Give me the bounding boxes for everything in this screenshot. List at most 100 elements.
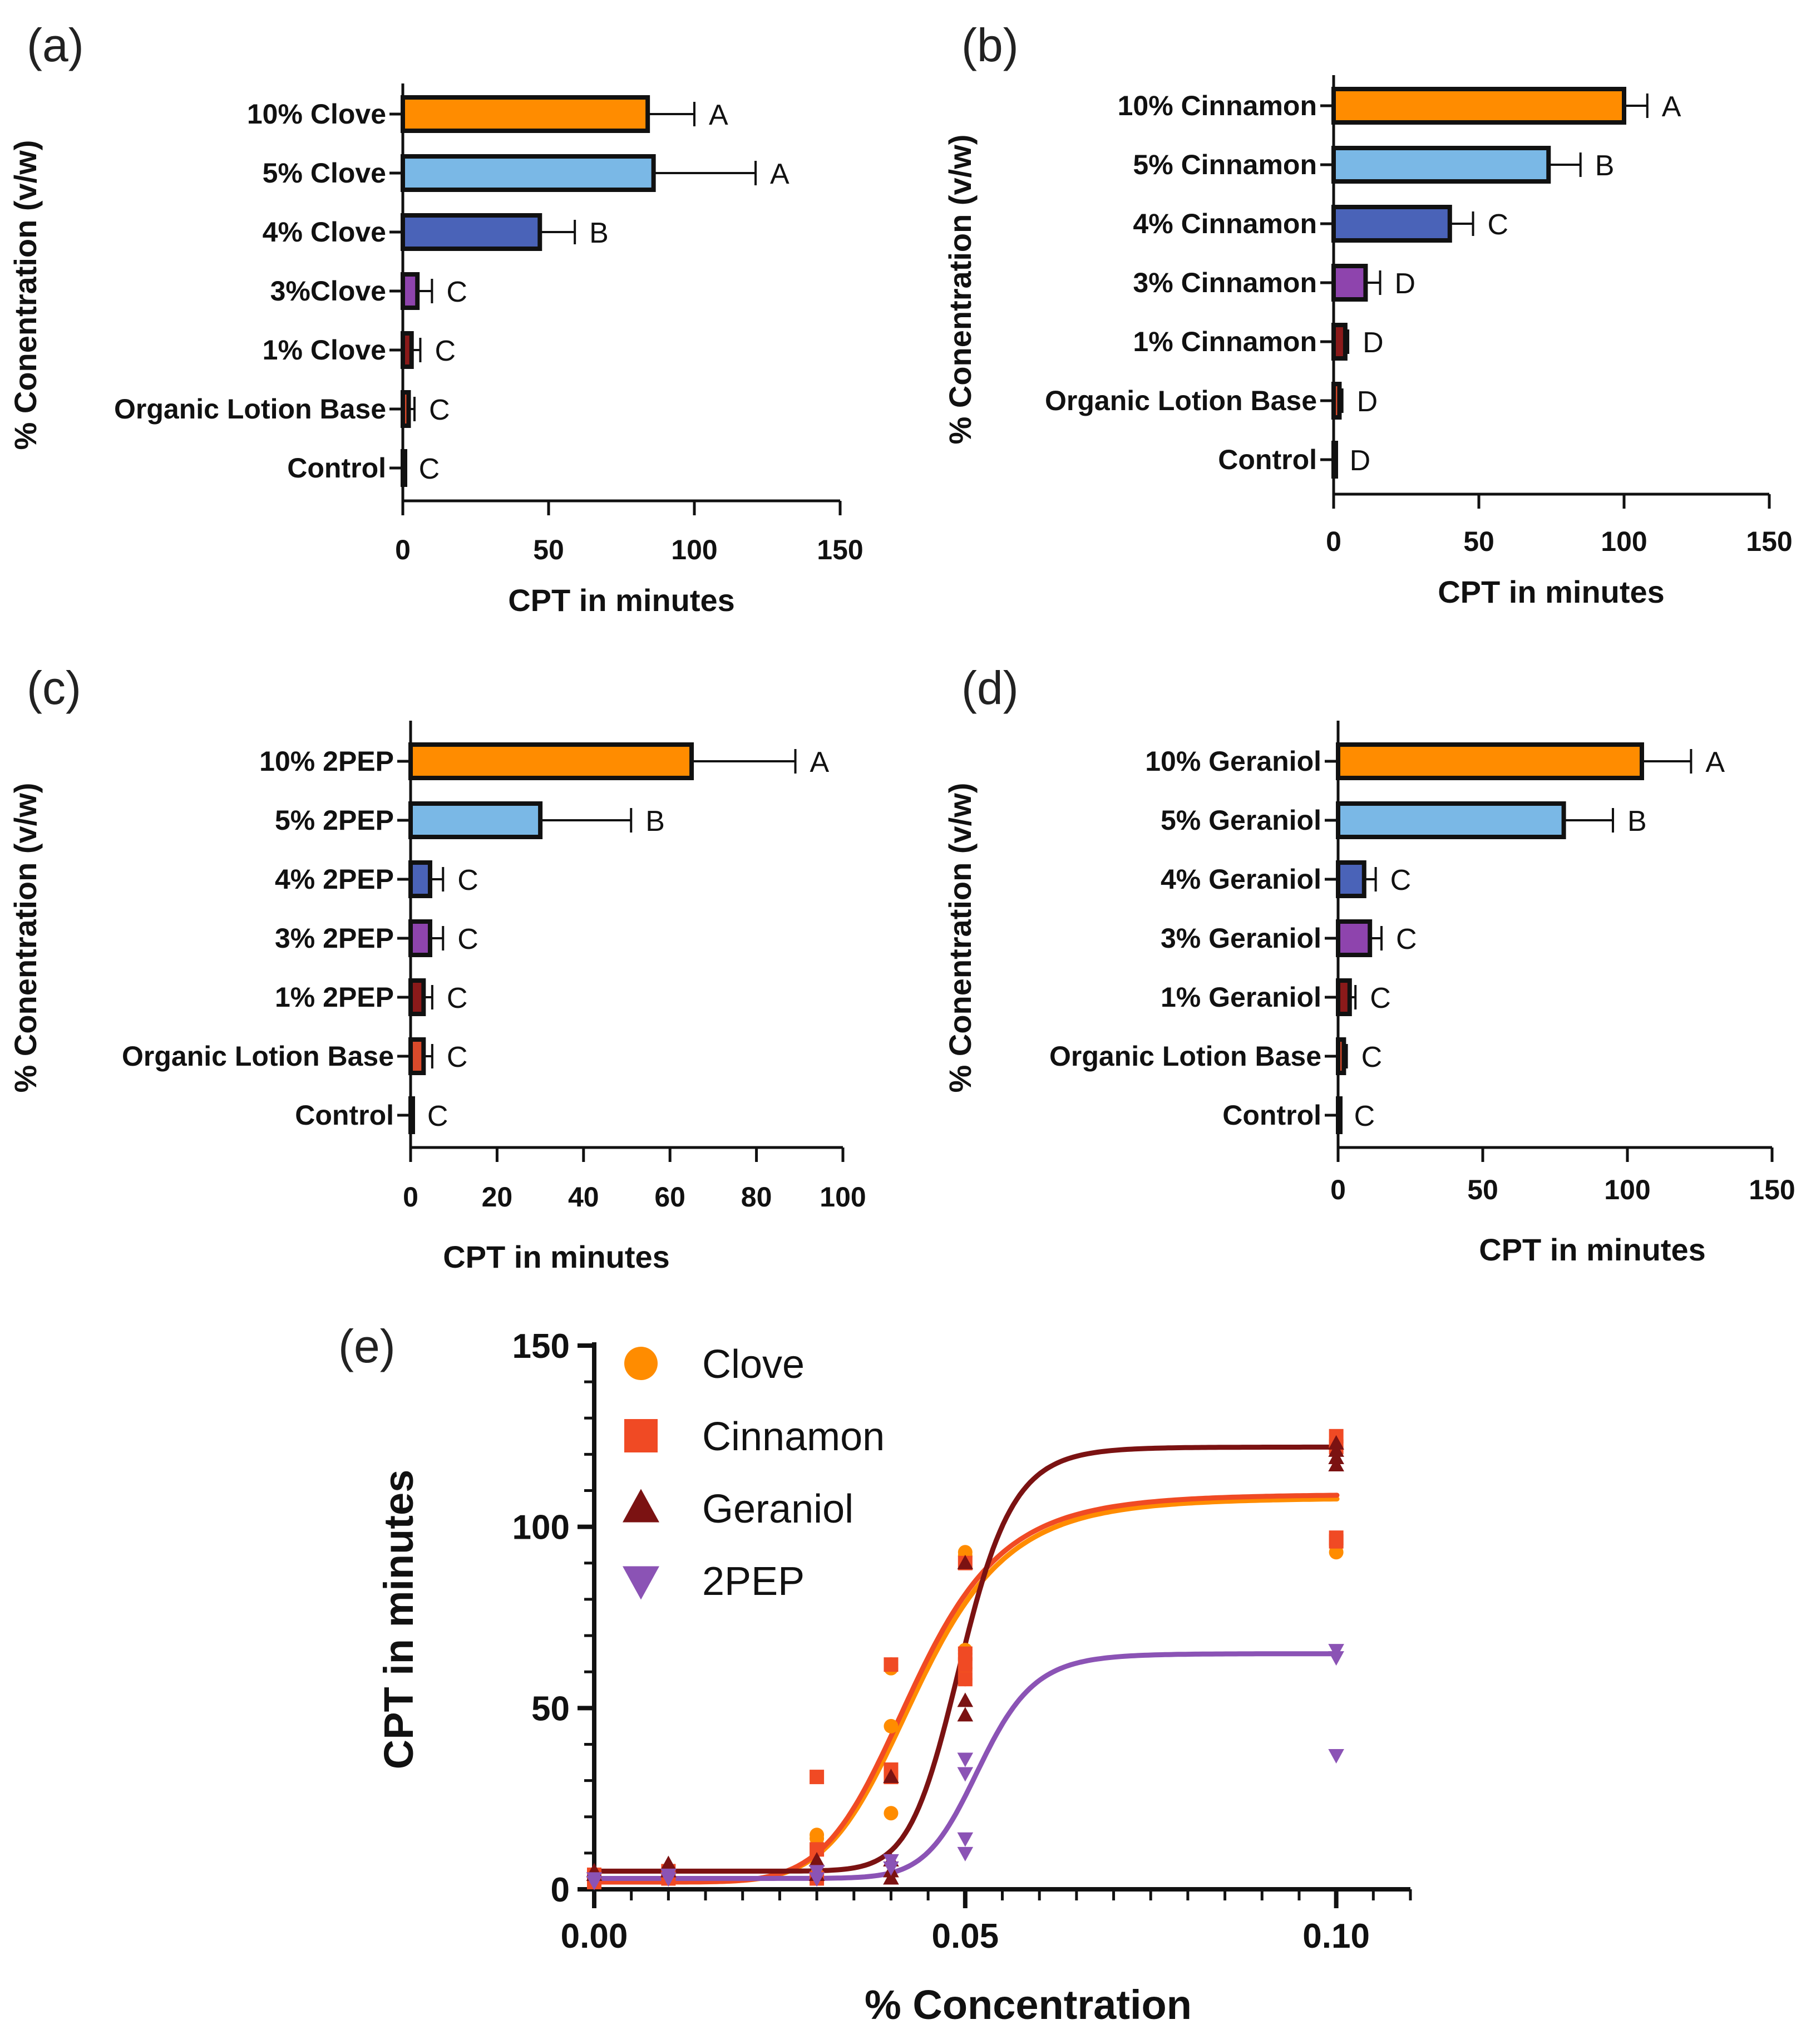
data-point-geraniol [957,1692,974,1707]
x-tick-label: 100 [1601,526,1647,557]
category-label: 1% Cinnamon [1133,326,1317,357]
x-tick-label: 150 [1746,526,1792,557]
bar [401,449,407,487]
significance-letter: B [589,217,609,249]
data-point-2pep [957,1832,974,1847]
x-tick-label: 40 [568,1181,599,1213]
x-tick-label: 60 [654,1181,685,1213]
x-tick-label: 50 [1467,1174,1498,1205]
x-tick-label: 100 [820,1181,866,1213]
bar [408,919,432,957]
category-label: Control [1222,1100,1321,1131]
significance-letter: D [1395,268,1416,300]
data-point-2pep [1328,1749,1344,1764]
significance-letter: C [429,394,450,426]
x-tick-label: 20 [482,1181,513,1213]
x-tick-label: 150 [1749,1174,1795,1205]
data-point-cinnamon [1329,1530,1344,1545]
significance-letter: C [457,864,478,897]
bar [1331,323,1348,361]
significance-letter: C [1370,982,1391,1014]
data-point-geraniol [1328,1435,1344,1450]
legend-marker-geraniol [623,1489,659,1523]
data-point-geraniol [660,1855,677,1870]
legend-marker-2pep [623,1566,659,1600]
y-tick-label: 100 [512,1509,570,1547]
category-label: Control [1218,444,1317,475]
y-axis-title: % Conentration (v/w) [943,783,978,1093]
x-axis-title: % Concentration [865,1982,1192,2028]
data-point-cinnamon [810,1770,825,1785]
data-point-geraniol [1328,1456,1344,1471]
legend-marker-clove [624,1347,658,1380]
significance-letter: D [1357,386,1378,418]
x-tick-label: 100 [1604,1174,1650,1205]
bar [1331,87,1626,125]
category-label: 3% 2PEP [275,923,394,954]
panel-e-chart: (e) 0 50 100 150 0.00 0.05 0.10 % Concentration C… [338,1320,1412,2028]
data-point-2pep [808,1872,825,1887]
significance-letter: B [1627,805,1647,838]
data-point-clove [884,1718,899,1733]
x-axis-title: CPT in minutes [443,1239,670,1274]
x-axis-title: CPT in minutes [1479,1232,1706,1267]
bar [401,213,542,251]
significance-letter: B [645,805,665,838]
data-point-cinnamon [884,1657,899,1672]
panel-label: (d) [961,662,1019,714]
category-label: Control [295,1100,394,1131]
significance-letter: C [1390,864,1412,897]
y-tick-label: 150 [512,1327,570,1366]
x-tick-label: 100 [671,534,717,565]
bar [1336,1096,1343,1134]
bar [1331,205,1452,243]
data-point-cinnamon [958,1672,973,1687]
bar [1336,919,1373,957]
data-point-geraniol [957,1554,974,1569]
bar [1336,1037,1346,1075]
category-label: 10% Geraniol [1145,746,1321,777]
category-label: 5% 2PEP [275,805,394,836]
data-point-2pep [808,1865,825,1880]
bar [1336,801,1566,839]
panel-a-chart: (a) 0 50 100 150 10% Clove A 5% Clove A 4% Clove B… [8,19,863,618]
legend-label: Geraniol [702,1487,853,1531]
category-label: 3% Cinnamon [1133,267,1317,298]
significance-letter: A [1705,746,1725,779]
significance-letter: C [446,276,467,308]
category-label: 3% Geraniol [1161,923,1321,954]
data-point-geraniol [957,1707,974,1722]
category-label: 4% 2PEP [275,864,394,895]
legend-label: Clove [702,1342,805,1387]
category-label: Organic Lotion Base [122,1041,394,1072]
y-axis-title: % Conentration (v/w) [8,783,43,1093]
panel-label: (c) [27,662,81,714]
category-label: 5% Geraniol [1161,805,1321,836]
data-point-geraniol [808,1851,825,1866]
data-point-2pep [957,1767,974,1782]
x-tick-label: 0 [403,1181,418,1213]
x-tick-label: 0.10 [1302,1917,1370,1956]
x-axis-title: CPT in minutes [508,583,735,618]
bar [408,742,694,780]
category-label: 5% Cinnamon [1133,149,1317,180]
bar [408,1037,426,1075]
category-label: 1% Clove [263,334,386,366]
data-point-2pep [586,1872,603,1887]
panel-b-chart: (b) 0 50 100 150 10% Cinnamon A 5% Cinnamon B 4% … [943,19,1793,609]
category-label: 4% Clove [263,216,386,248]
category-label: 4% Geraniol [1161,864,1321,895]
y-axis-title: CPT in minutes [376,1470,422,1770]
significance-letter: C [419,453,440,485]
data-point-geraniol [883,1870,899,1885]
bar [1336,860,1366,898]
x-tick-label: 0 [395,534,411,565]
data-point-2pep [883,1854,899,1869]
category-label: 4% Cinnamon [1133,208,1317,239]
category-label: Organic Lotion Base [1045,385,1317,416]
significance-letter: C [1396,923,1417,955]
category-label: Organic Lotion Base [114,393,386,425]
bar [1331,382,1342,420]
significance-letter: C [447,1041,468,1073]
